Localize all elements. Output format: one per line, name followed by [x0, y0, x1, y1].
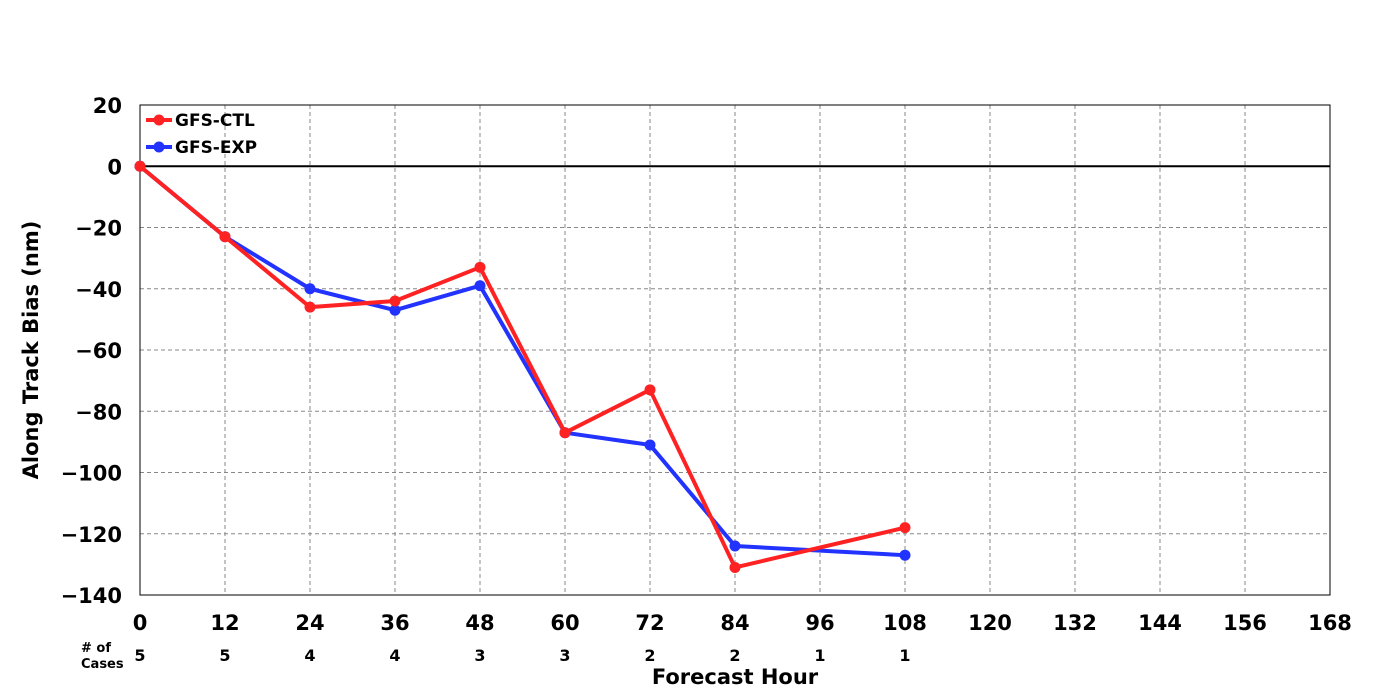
cases-count: 4	[389, 646, 400, 665]
data-point	[389, 295, 401, 307]
x-tick-label: 96	[805, 611, 834, 635]
data-point	[899, 549, 911, 561]
data-point	[644, 384, 656, 396]
data-point	[729, 540, 741, 552]
x-tick-label: 72	[635, 611, 664, 635]
legend: GFS-CTL GFS-EXP	[146, 111, 257, 158]
legend-item: GFS-CTL	[146, 111, 255, 131]
y-tick-label: −100	[61, 462, 122, 486]
y-tick-label: −140	[61, 584, 122, 608]
legend-swatch-marker	[153, 141, 165, 153]
grid	[140, 105, 1330, 595]
data-point	[304, 283, 316, 295]
plot-area	[139, 104, 1331, 596]
y-tick-label: −120	[61, 523, 122, 547]
cases-count: 3	[559, 646, 570, 665]
data-point	[389, 304, 401, 316]
cases-count: 2	[644, 646, 655, 665]
legend-item: GFS-EXP	[146, 138, 257, 158]
x-tick-label: 144	[1138, 611, 1182, 635]
y-tick-label: 0	[107, 155, 122, 179]
data-point	[304, 301, 316, 313]
series-layer	[134, 160, 911, 573]
y-axis-label: Along Track Bias (nm)	[19, 221, 43, 480]
cases-count: 5	[134, 646, 145, 665]
data-point	[474, 261, 486, 273]
series-line	[138, 164, 906, 558]
y-tick-labels: 20 0 −20 −40 −60 −80 −100 −120 −140	[61, 94, 122, 608]
legend-label: GFS-CTL	[175, 111, 255, 131]
x-tick-labels: 0 12 24 36 48 60 72 84 96 108 120 132 144 156 168	[133, 611, 1352, 635]
cases-count: 2	[729, 646, 740, 665]
cases-count: 4	[304, 646, 315, 665]
x-tick-label: 0	[133, 611, 148, 635]
data-point	[644, 439, 656, 451]
x-axis-label: Forecast Hour	[652, 665, 819, 689]
series-line	[138, 164, 906, 570]
x-tick-label: 108	[883, 611, 927, 635]
y-tick-label: 20	[93, 94, 122, 118]
cases-label-line2: Cases	[81, 657, 124, 672]
cases-label-line1: # of	[81, 641, 111, 656]
cases-count: 5	[219, 646, 230, 665]
x-tick-label: 12	[210, 611, 239, 635]
x-tick-label: 156	[1223, 611, 1267, 635]
data-point	[219, 231, 231, 243]
x-tick-label: 24	[295, 611, 324, 635]
x-tick-label: 48	[465, 611, 494, 635]
x-tick-label: 132	[1053, 611, 1097, 635]
data-point	[559, 427, 571, 439]
data-point	[899, 522, 911, 534]
cases-count: 1	[814, 646, 825, 665]
data-point	[474, 280, 486, 292]
y-tick-label: −60	[75, 339, 122, 363]
x-tick-label: 120	[968, 611, 1012, 635]
y-tick-label: −40	[75, 278, 122, 302]
series-gfs-ctl	[134, 160, 911, 573]
x-tick-label: 36	[380, 611, 409, 635]
legend-swatch-marker	[153, 114, 165, 126]
series-gfs-exp	[134, 160, 911, 561]
cases-count: 3	[474, 646, 485, 665]
data-point	[729, 561, 741, 573]
x-tick-label: 168	[1308, 611, 1352, 635]
cases-count: 1	[899, 646, 910, 665]
y-tick-label: −80	[75, 400, 122, 424]
y-tick-label: −20	[75, 217, 122, 241]
x-tick-label: 84	[720, 611, 749, 635]
legend-label: GFS-EXP	[175, 138, 257, 158]
data-point	[134, 160, 146, 172]
x-tick-label: 60	[550, 611, 579, 635]
cases-row: 5 5 4 4 3 3 2 2 1 1	[134, 646, 910, 665]
